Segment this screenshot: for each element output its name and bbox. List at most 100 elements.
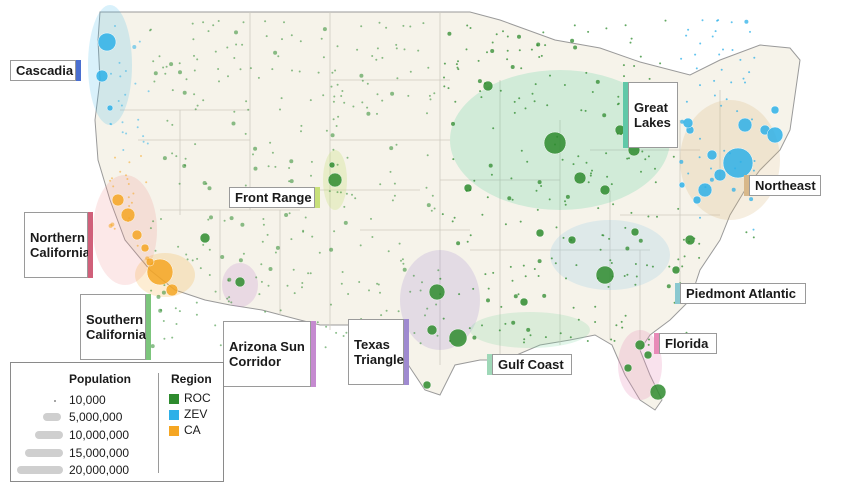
city-dot-small [376, 282, 379, 285]
city-dot-small [680, 57, 683, 60]
legend-region-swatch-roc [169, 394, 179, 404]
city-dot-small [465, 48, 468, 51]
city-dot-small [271, 68, 274, 71]
city-dot-small [125, 132, 128, 135]
city-dot-small [273, 50, 278, 55]
label-northern-california: Northern California [24, 212, 93, 278]
city-dot-small [565, 194, 570, 199]
city-dot-small [693, 237, 696, 240]
label-piedmont-atlantic-text: Piedmont Atlantic [686, 286, 797, 301]
city-dot-small [585, 71, 588, 74]
city-dot-small [484, 273, 487, 276]
city-dot-small [430, 209, 433, 212]
city-dot-small [120, 104, 123, 107]
city-dot-small [427, 66, 430, 69]
city-dot-small [595, 79, 600, 84]
label-front-range: Front Range [229, 187, 320, 208]
city-dot-small [605, 152, 608, 155]
city-dot-small [477, 79, 482, 84]
city-dot-small [330, 133, 335, 138]
city-dot-small [324, 346, 327, 349]
city-dot-small [340, 95, 343, 97]
legend-pop-item-4: 15,000,000 [69, 446, 130, 460]
legend-region-swatch-ca [169, 426, 179, 436]
city-dot-small [549, 74, 551, 77]
city-dot-small [136, 244, 139, 247]
city-dot-small [402, 24, 405, 27]
city-dot-small [435, 303, 438, 306]
city-dot-small [202, 99, 205, 102]
city-dot-small [265, 35, 268, 38]
city-dot-small [439, 277, 442, 280]
city-dot-small [526, 160, 529, 163]
city-dot-small [241, 43, 244, 46]
city-dot-small [748, 71, 751, 74]
city-dot-small [271, 151, 274, 154]
city-dot-small [249, 67, 252, 70]
city-dot-small [193, 69, 196, 72]
city-dot-small [559, 332, 562, 335]
city-dot-small [563, 84, 566, 86]
city-dot-small [469, 234, 472, 237]
city-dot-small [192, 38, 195, 41]
city-dot-small [687, 172, 690, 175]
city-dot-small [685, 34, 688, 37]
city-dot-small [510, 177, 513, 180]
city-dot-small [677, 258, 680, 261]
city-dot-small [300, 124, 303, 127]
city-dot-small [360, 25, 363, 28]
city-dot-small [310, 160, 313, 163]
city-dot-small [550, 257, 553, 260]
city-dot-small [486, 196, 489, 199]
city-dot-small [441, 213, 444, 216]
city-dot-small [609, 259, 612, 262]
city-dot-small [437, 269, 440, 272]
city-dot-small [529, 334, 532, 337]
city-dot-small [562, 236, 565, 239]
city-dot-small [536, 208, 539, 211]
city-dot-small [417, 49, 420, 52]
city-dot-small [641, 150, 644, 153]
city-dot-small [333, 95, 336, 98]
city-dot-small [520, 149, 523, 152]
city-dot-small [137, 118, 140, 121]
city-dot-small [506, 58, 509, 61]
city-dot-small [469, 189, 472, 192]
city-dot-small [264, 310, 267, 313]
city-dot-small [585, 161, 588, 164]
city-dot-small [207, 186, 212, 191]
city-dot-small [316, 321, 319, 324]
city-dot-small [730, 81, 733, 84]
legend-divider [158, 373, 159, 473]
city-dot-small [283, 21, 285, 24]
city-dot-small [340, 282, 343, 285]
city-dot-small [111, 177, 113, 180]
city-dot-small [617, 95, 620, 98]
city-dot-small [150, 344, 155, 349]
city-dot-small [704, 186, 707, 189]
city-dot-small [519, 220, 522, 223]
city-dot-small [456, 66, 459, 69]
city-dot-small [634, 283, 637, 286]
city-dot-small [419, 342, 422, 345]
city-dot-small [371, 55, 374, 57]
city-dot-small [472, 335, 477, 340]
city-dot-small [195, 313, 198, 316]
city-dot-small [490, 49, 495, 53]
city-dot-small [385, 309, 388, 312]
city-dot-small [751, 118, 753, 121]
city-dot-small [573, 24, 576, 27]
city-dot-small [720, 104, 723, 107]
city-dot [692, 195, 702, 205]
city-dot-small [125, 174, 127, 177]
city-dot-small [540, 185, 543, 187]
city-dot-small [289, 179, 294, 184]
city-dot-small [174, 307, 177, 310]
city-dot-small [433, 207, 436, 210]
city-dot-small [402, 262, 405, 265]
city-dot-small [262, 223, 265, 226]
city-dot-small [127, 183, 130, 185]
city-dot-small [366, 111, 371, 116]
city-dot-small [639, 55, 642, 58]
city-dot-small [605, 27, 608, 30]
